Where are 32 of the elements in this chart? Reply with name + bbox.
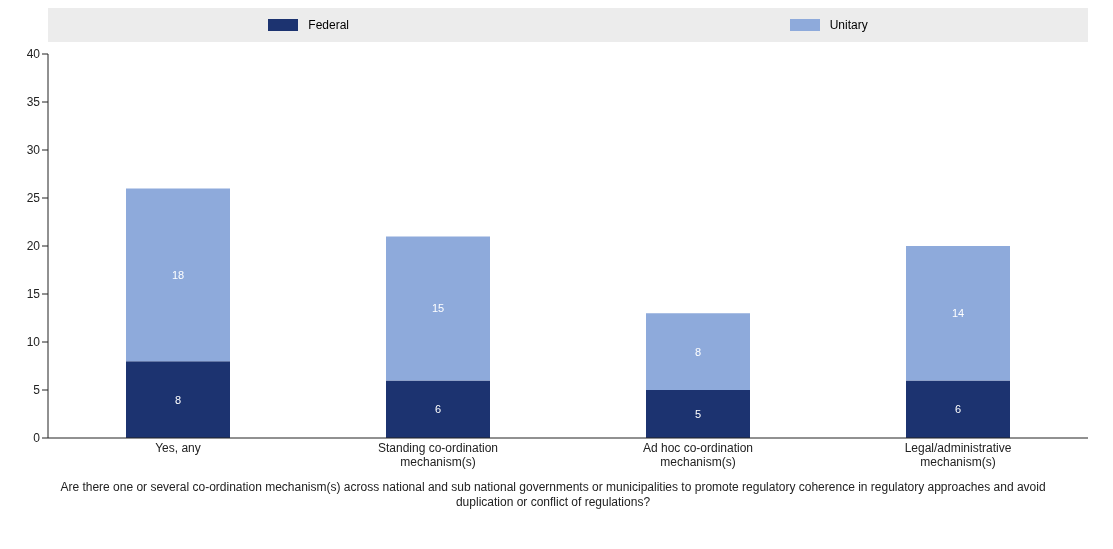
y-tick-label: 15 [26,287,41,302]
data-label: 8 [174,393,182,406]
legend-label: Federal [307,18,349,32]
y-tick-label: 30 [26,143,41,158]
y-tick-label: 40 [26,47,41,62]
y-tick-label: 20 [26,239,41,254]
data-label: 5 [694,407,702,420]
x-tick-label: Legal/administrative mechanism(s) [904,441,1012,469]
x-tick-label: Ad hoc co-ordination mechanism(s) [642,441,754,469]
y-tick-label: 25 [26,191,41,206]
data-label: 18 [171,268,185,281]
x-tick-label: Standing co-ordination mechanism(s) [377,441,499,469]
data-label: 15 [431,302,445,315]
x-axis-title: Are there one or several co-ordination mechanism(s) across national and sub national governments or municipalities to promote regulatory coherence in regulatory approaches and avoid duplication or conflict of regulations? [59,480,1047,510]
data-label: 6 [954,403,962,416]
bar [386,380,490,438]
bar [906,246,1010,381]
bar [126,361,230,438]
y-tick-label: 35 [26,95,41,110]
y-tick-label: 0 [33,431,41,446]
bar [646,390,750,438]
y-tick-label: 5 [33,383,41,398]
data-label: 14 [951,307,965,320]
x-tick-label: Yes, any [155,441,201,455]
bar [126,188,230,362]
data-label: 8 [694,345,702,358]
bar [906,380,1010,438]
data-label: 6 [434,403,442,416]
legend-label: Unitary [828,18,868,32]
bar [386,236,490,381]
bar [646,313,750,390]
y-tick-label: 10 [26,335,41,350]
